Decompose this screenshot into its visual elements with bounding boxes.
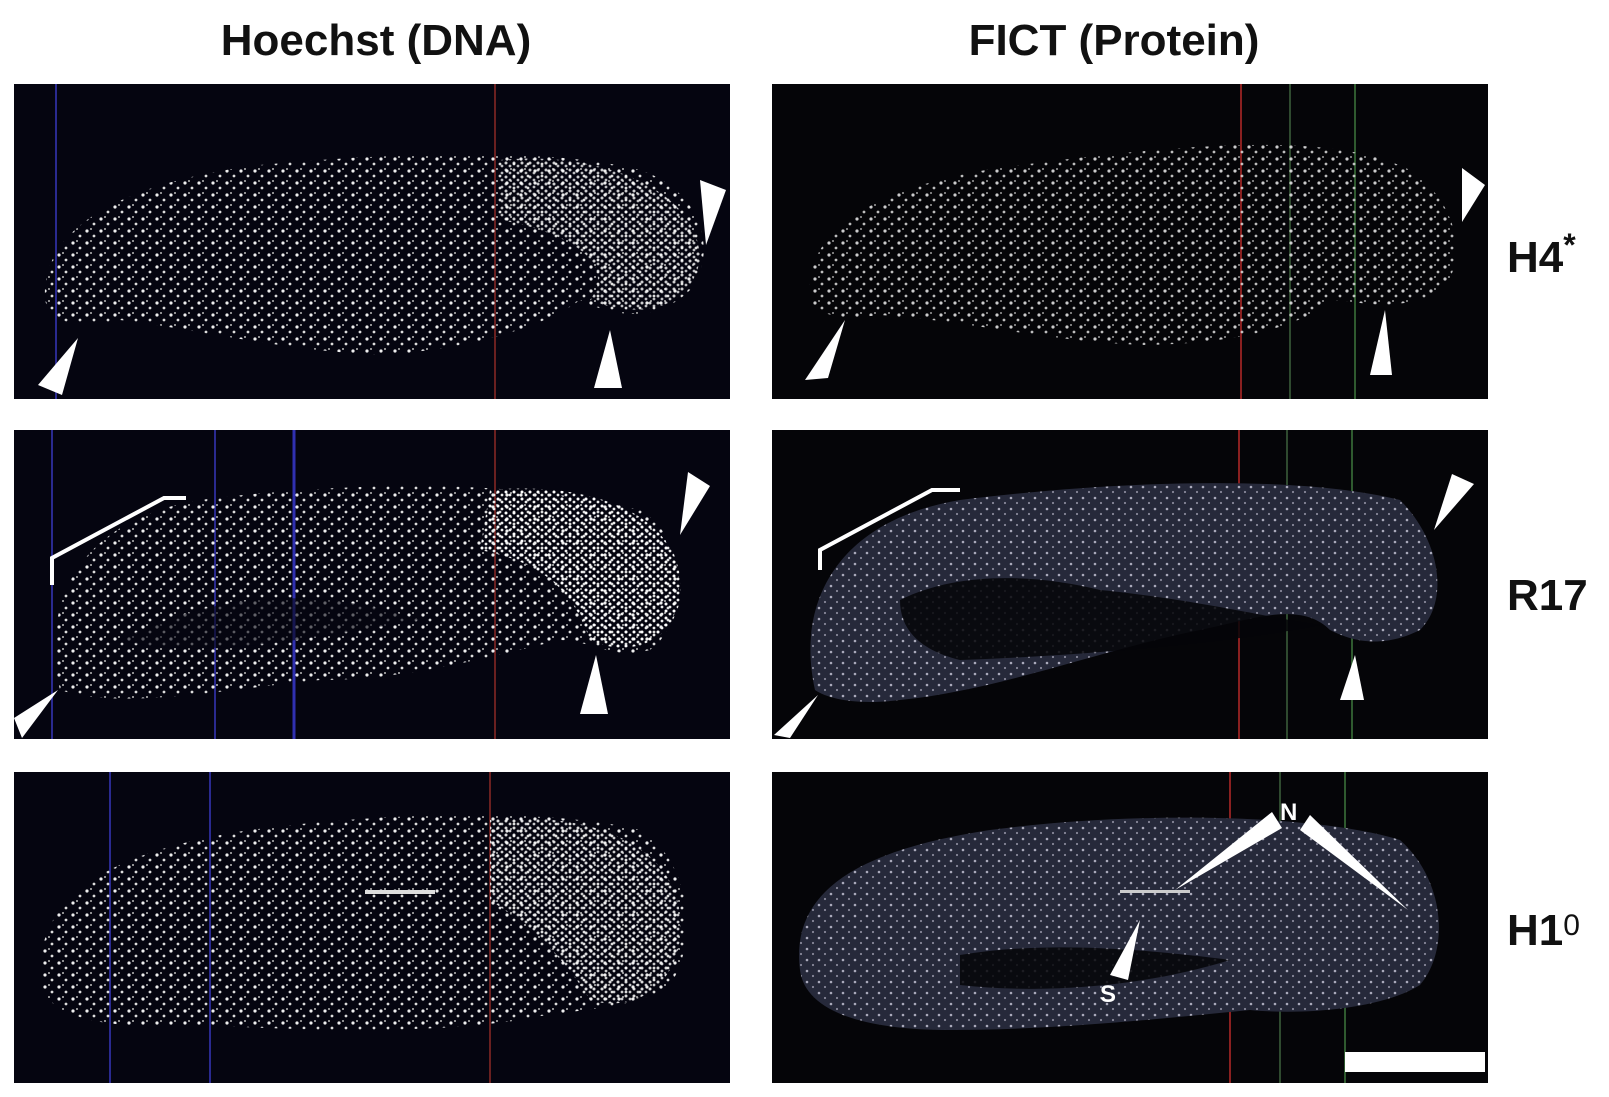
panel-h1-fict: N S xyxy=(772,772,1488,1083)
row-label-h4: H4* xyxy=(1507,227,1576,282)
arrowhead-icon xyxy=(1110,920,1140,980)
arrowhead-icon xyxy=(1340,655,1364,700)
row-label-r17: R17 xyxy=(1507,571,1588,620)
arrowhead-icon xyxy=(1175,812,1282,890)
arrowhead-icon xyxy=(774,695,818,738)
scale-bar xyxy=(1345,1052,1485,1072)
arrowhead-icon xyxy=(1462,168,1485,222)
column-title-hoechst: Hoechst (DNA) xyxy=(221,16,531,65)
panel-h1-hoechst xyxy=(14,772,730,1083)
annotation-n: N xyxy=(1280,799,1297,826)
arrowhead-icon xyxy=(594,330,622,388)
annotation-s: S xyxy=(1100,981,1116,1008)
arrowhead-icon xyxy=(14,690,58,738)
panel-r17-hoechst xyxy=(14,430,730,739)
panel-r17-fict xyxy=(772,430,1488,739)
arrowhead-icon xyxy=(700,180,726,245)
panel-h4-fict xyxy=(772,84,1488,399)
arrowhead-icon xyxy=(1300,815,1408,910)
arrowhead-icon xyxy=(1434,474,1474,530)
arrowhead-icon xyxy=(38,338,78,395)
arrowhead-icon xyxy=(805,320,845,380)
panel-h4-hoechst xyxy=(14,84,730,399)
arrowhead-icon xyxy=(1370,310,1392,375)
arrowhead-icon xyxy=(580,655,608,714)
row-label-h1: H10 xyxy=(1507,906,1580,955)
arrowhead-icon xyxy=(680,472,710,535)
column-title-fict: FICT (Protein) xyxy=(969,16,1260,65)
